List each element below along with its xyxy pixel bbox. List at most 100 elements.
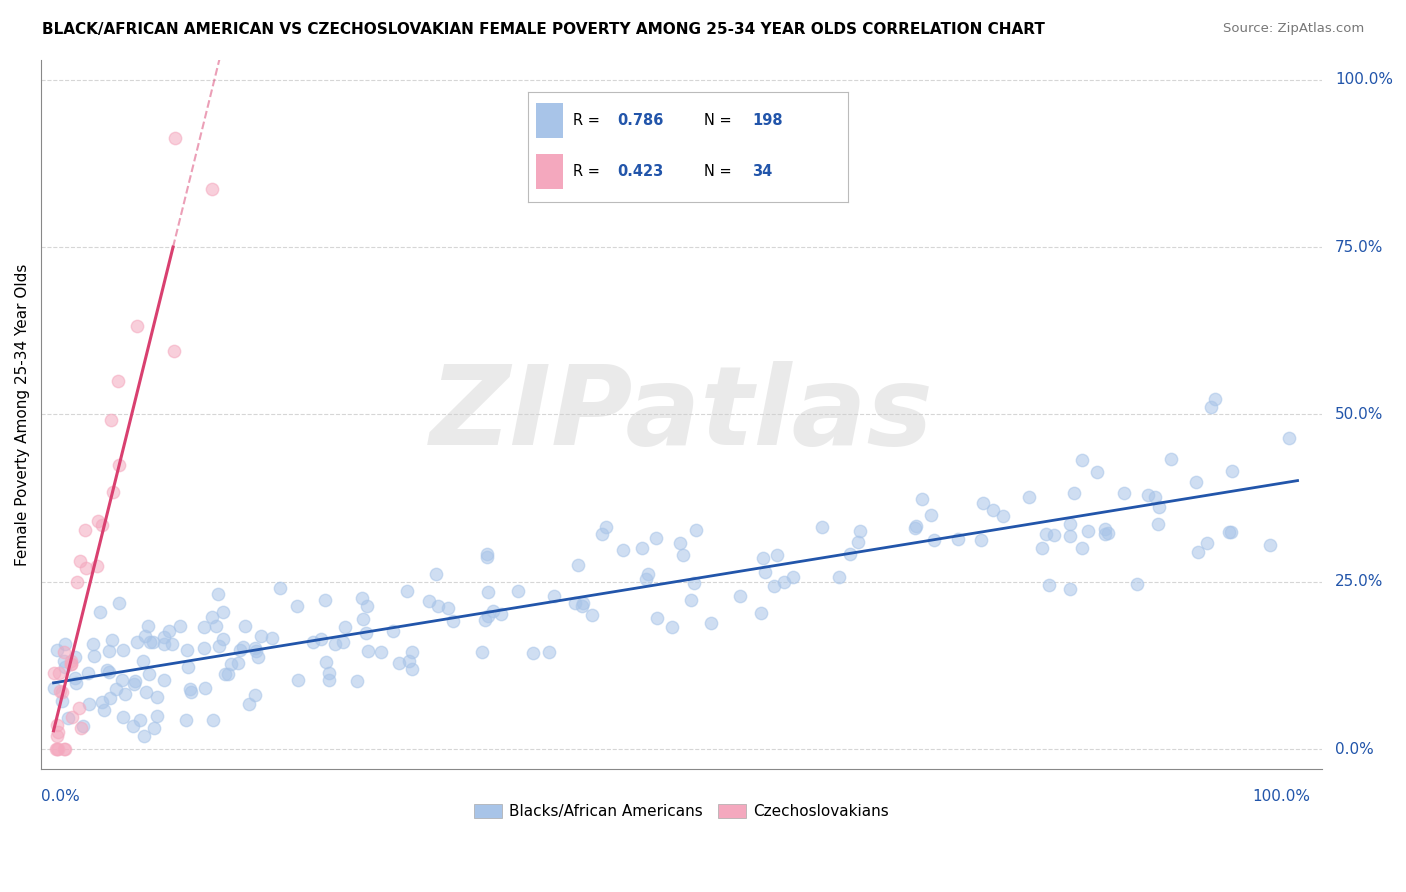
Point (1199, 400, 1222, 414)
Point (332, 634, 354, 648)
Point (612, 542, 634, 557)
Point (1160, 452, 1182, 467)
Point (193, 620, 215, 634)
Point (132, 654, 155, 668)
Point (571, 599, 593, 613)
Point (72, 719, 94, 733)
Point (754, 566, 776, 580)
Point (302, 635, 325, 649)
Point (418, 594, 440, 608)
Point (46, 642, 69, 657)
Point (749, 606, 772, 620)
Point (202, 714, 225, 728)
Text: 75.0%: 75.0% (1334, 240, 1384, 254)
Point (79, 697, 101, 711)
Point (246, 650, 269, 665)
Point (1136, 488, 1159, 502)
Point (972, 495, 994, 509)
Point (810, 520, 832, 534)
Point (59, 657, 82, 671)
Point (221, 657, 243, 671)
Point (98, 691, 121, 706)
Point (637, 566, 659, 581)
Point (69, 554, 91, 568)
Point (595, 519, 617, 533)
Point (269, 582, 291, 596)
Point (201, 610, 224, 624)
Point (427, 599, 450, 613)
Text: 0.0%: 0.0% (41, 789, 80, 805)
Point (124, 674, 146, 689)
Point (1035, 526, 1057, 541)
Point (76, 665, 98, 680)
Point (52, 742, 75, 756)
Point (323, 637, 346, 651)
Point (200, 182, 222, 196)
Point (86, 559, 108, 574)
Point (482, 604, 505, 618)
Point (232, 640, 254, 654)
Point (157, 624, 180, 638)
Point (176, 660, 198, 674)
Point (828, 570, 851, 584)
Point (838, 548, 860, 562)
Point (69, 722, 91, 736)
Point (1258, 538, 1281, 552)
Point (474, 613, 496, 627)
Point (318, 673, 340, 687)
Point (1059, 516, 1081, 531)
Point (97, 665, 120, 679)
Point (55, 637, 77, 651)
Point (752, 551, 775, 566)
Point (66, 574, 89, 589)
Point (672, 548, 695, 562)
Point (107, 374, 129, 388)
Text: 100.0%: 100.0% (1251, 789, 1310, 805)
Point (1097, 525, 1119, 540)
Point (179, 682, 201, 697)
Point (163, 344, 186, 359)
Point (645, 611, 668, 625)
Point (153, 630, 176, 644)
Text: BLACK/AFRICAN AMERICAN VS CZECHOSLOVAKIAN FEMALE POVERTY AMONG 25-34 YEAR OLDS C: BLACK/AFRICAN AMERICAN VS CZECHOSLOVAKIA… (42, 22, 1045, 37)
Point (63, 649, 86, 664)
Point (174, 713, 197, 727)
Point (1087, 465, 1109, 479)
Point (477, 608, 499, 623)
Point (285, 599, 308, 613)
Point (125, 635, 148, 649)
Point (1204, 392, 1226, 406)
Point (849, 524, 872, 538)
Point (207, 639, 229, 653)
Point (848, 535, 870, 549)
Point (773, 574, 796, 589)
Y-axis label: Female Poverty Among 25-34 Year Olds: Female Poverty Among 25-34 Year Olds (15, 263, 30, 566)
Point (169, 618, 191, 632)
Point (93, 703, 115, 717)
Point (685, 523, 707, 537)
Point (1278, 431, 1301, 445)
Point (55, 742, 77, 756)
Point (142, 635, 165, 649)
Text: Source: ZipAtlas.com: Source: ZipAtlas.com (1223, 22, 1364, 36)
Text: 25.0%: 25.0% (1334, 574, 1384, 590)
Point (1220, 525, 1243, 540)
Point (122, 677, 145, 691)
Point (51, 685, 73, 699)
Point (993, 508, 1015, 523)
Point (437, 601, 460, 615)
Point (357, 643, 380, 657)
Point (52, 654, 75, 668)
Point (46, 742, 69, 756)
Point (631, 541, 654, 555)
Point (162, 637, 184, 651)
Point (370, 645, 392, 659)
Point (1042, 528, 1064, 542)
Point (139, 635, 162, 649)
Legend: Blacks/African Americans, Czechoslovakians: Blacks/African Americans, Czechoslovakia… (468, 798, 896, 825)
Point (782, 570, 804, 584)
Point (105, 682, 128, 697)
Point (245, 644, 267, 658)
Point (922, 533, 945, 547)
Point (591, 527, 613, 541)
